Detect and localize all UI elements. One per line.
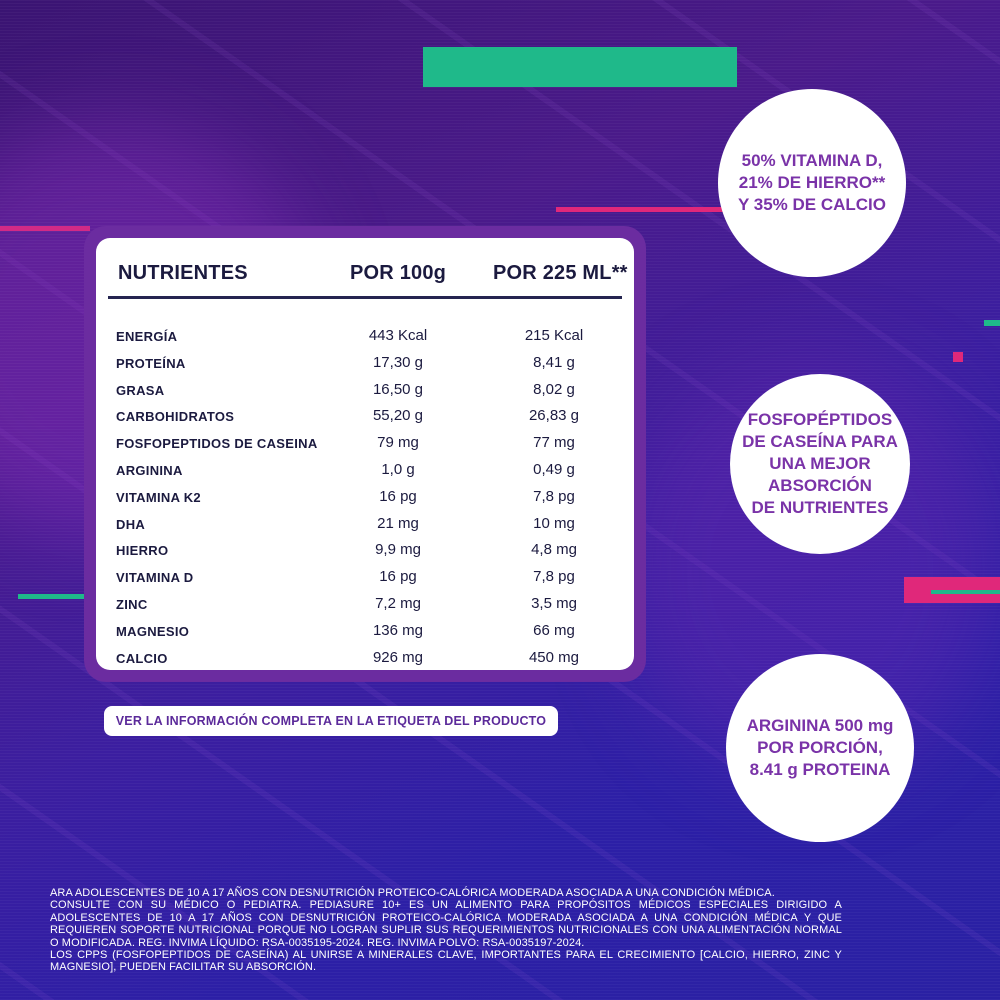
table-row: PROTEÍNA 17,30 g 8,41 g xyxy=(96,351,634,377)
table-row: MAGNESIO 136 mg 66 mg xyxy=(96,619,634,645)
value-per-225ml: 66 mg xyxy=(533,621,575,639)
nutrient-name: PROTEÍNA xyxy=(116,355,186,371)
value-per-100g: 16 pg xyxy=(379,487,417,505)
value-per-100g: 16,50 g xyxy=(372,380,424,398)
nutrition-table-card: NUTRIENTES POR 100g POR 225 ML** ENERGÍA… xyxy=(84,226,646,682)
table-row: VITAMINA K2 16 pg 7,8 pg xyxy=(96,485,634,511)
value-per-225ml: 7,8 pg xyxy=(533,487,575,505)
nutrition-table: NUTRIENTES POR 100g POR 225 ML** ENERGÍA… xyxy=(96,238,634,670)
value-per-100g: 9,9 mg xyxy=(375,541,421,559)
nutrient-name: FOSFOPEPTIDOS DE CASEINA xyxy=(116,436,318,452)
value-per-100g: 79 mg xyxy=(377,434,419,452)
table-row: VITAMINA D 16 pg 7,8 pg xyxy=(96,565,634,591)
callout-arginine-circle: ARGININA 500 mg POR PORCIÓN, 8.41 g PROT… xyxy=(726,654,914,842)
green-glitch-bar xyxy=(931,590,1000,594)
table-row: ENERGÍA 443 Kcal 215 Kcal xyxy=(96,324,634,350)
value-per-100g: 1,0 g xyxy=(381,461,415,478)
value-per-225ml: 4,8 mg xyxy=(531,541,577,559)
nutrient-name: VITAMINA D xyxy=(116,570,194,586)
value-per-100g: 7,2 mg xyxy=(375,595,421,612)
value-per-225ml: 3,5 mg xyxy=(531,595,577,612)
table-row: HIERRO 9,9 mg 4,8 mg xyxy=(96,538,634,564)
legal-footnote: ARA ADOLESCENTES DE 10 A 17 AÑOS CON DES… xyxy=(50,887,842,974)
pink-glitch-bar xyxy=(0,226,90,231)
nutrient-name: GRASA xyxy=(116,382,165,398)
value-per-100g: 443 Kcal xyxy=(368,327,428,344)
callout-casein-circle: FOSFOPÉPTIDOS DE CASEÍNA PARA UNA MEJOR … xyxy=(730,374,910,554)
nutrient-name: ARGININA xyxy=(116,463,183,478)
value-per-100g: 136 mg xyxy=(372,621,424,639)
table-row: DHA 21 mg 10 mg xyxy=(96,512,634,538)
nutrient-name: CARBOHIDRATOS xyxy=(116,409,235,425)
value-per-225ml: 215 Kcal xyxy=(524,327,584,344)
value-per-225ml: 77 mg xyxy=(533,434,575,452)
table-row: ARGININA 1,0 g 0,49 g xyxy=(96,458,634,484)
nutrient-name: VITAMINA K2 xyxy=(116,489,201,505)
value-per-100g: 55,20 g xyxy=(372,407,424,425)
value-per-225ml: 7,8 pg xyxy=(533,568,575,586)
value-per-100g: 21 mg xyxy=(377,514,419,532)
value-per-225ml: 8,41 g xyxy=(533,353,575,371)
table-row: GRASA 16,50 g 8,02 g xyxy=(96,378,634,404)
value-per-225ml: 10 mg xyxy=(533,514,575,532)
nutrient-name: DHA xyxy=(116,516,146,532)
header-nutrientes: NUTRIENTES xyxy=(118,262,248,284)
value-per-225ml: 8,02 g xyxy=(533,380,575,398)
callout-casein-text: FOSFOPÉPTIDOS DE CASEÍNA PARA UNA MEJOR … xyxy=(742,410,898,517)
value-per-100g: 926 mg xyxy=(372,648,424,666)
header-per-225ml: POR 225 ML** xyxy=(493,262,628,284)
nutrient-name: HIERRO xyxy=(116,543,169,559)
callout-vitamins-circle: 50% VITAMINA D, 21% DE HIERRO** Y 35% DE… xyxy=(718,89,906,277)
footnote-line: CONSULTE CON SU MÉDICO O PEDIATRA. PEDIA… xyxy=(50,899,842,949)
green-glitch-bar xyxy=(984,320,1000,326)
table-row: CALCIO 926 mg 450 mg xyxy=(96,646,634,672)
callout-arginine-text: ARGININA 500 mg POR PORCIÓN, 8.41 g PROT… xyxy=(746,716,894,779)
value-per-100g: 16 pg xyxy=(379,568,417,586)
nutrient-name: MAGNESIO xyxy=(116,623,190,639)
table-row: ZINC 7,2 mg 3,5 mg xyxy=(96,592,634,618)
footnote-line: ARA ADOLESCENTES DE 10 A 17 AÑOS CON DES… xyxy=(50,887,775,899)
header-divider xyxy=(108,296,622,299)
footnote-line: LOS CPPS (FOSFOPEPTIDOS DE CASEÍNA) AL U… xyxy=(50,949,842,974)
see-full-info-label: VER LA INFORMACIÓN COMPLETA EN LA ETIQUE… xyxy=(104,706,558,736)
value-per-225ml: 26,83 g xyxy=(528,407,580,425)
table-row: FOSFOPEPTIDOS DE CASEINA 79 mg 77 mg xyxy=(96,431,634,457)
nutrient-name: ENERGÍA xyxy=(116,329,178,344)
nutrient-name: ZINC xyxy=(116,597,148,612)
green-glitch-bar xyxy=(18,594,86,599)
value-per-100g: 17,30 g xyxy=(372,353,424,371)
value-per-225ml: 0,49 g xyxy=(533,461,575,478)
nutrient-name: CALCIO xyxy=(116,650,168,666)
callout-vitamins-text: 50% VITAMINA D, 21% DE HIERRO** Y 35% DE… xyxy=(737,151,886,214)
header-per-100g: POR 100g xyxy=(350,262,447,284)
green-glitch-bar xyxy=(423,47,737,87)
pink-glitch-bar xyxy=(953,352,963,362)
table-row: CARBOHIDRATOS 55,20 g 26,83 g xyxy=(96,404,634,430)
value-per-225ml: 450 mg xyxy=(528,648,580,666)
pink-glitch-bar xyxy=(556,207,732,212)
